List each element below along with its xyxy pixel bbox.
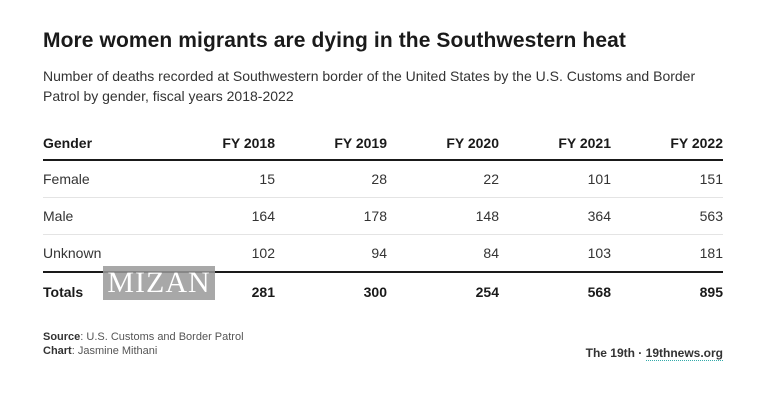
total-value: 300 xyxy=(363,284,387,300)
table-row-unknown: Unknown 102 94 84 103 181 xyxy=(43,234,723,273)
chart-credit-label: Chart xyxy=(43,345,72,357)
column-header-fy2019: FY 2019 xyxy=(275,126,387,161)
watermark-logo: MIZAN xyxy=(103,266,215,300)
chart-subtitle: Number of deaths recorded at Southwester… xyxy=(43,68,696,104)
cell-value: 178 xyxy=(275,197,387,235)
source-label: Source xyxy=(43,331,81,343)
source-text: : U.S. Customs and Border Patrol xyxy=(80,331,244,343)
footer-brand: The 19th · 19thnews.org xyxy=(585,346,723,361)
data-table: Gender FY 2018 FY 2019 FY 2020 FY 2021 F… xyxy=(43,126,723,311)
footer-credits: Source: U.S. Customs and Border Patrol C… xyxy=(43,330,244,358)
cell-value: 148 xyxy=(387,197,499,235)
total-value: 568 xyxy=(587,284,611,300)
cell-value: 22 xyxy=(387,160,499,198)
row-label: Male xyxy=(43,197,163,235)
column-header-fy2020: FY 2020 xyxy=(387,126,499,161)
cell-value: 84 xyxy=(387,234,499,273)
source-line: Source: U.S. Customs and Border Patrol xyxy=(43,330,244,344)
cell-value: 15 xyxy=(163,160,275,198)
totals-label: Totals xyxy=(43,284,84,300)
cell-value: 364 xyxy=(499,197,611,235)
column-header-fy2018: FY 2018 xyxy=(163,126,275,161)
column-header-fy2022: FY 2022 xyxy=(611,126,723,161)
total-value: 281 xyxy=(251,284,275,300)
total-value: 895 xyxy=(699,284,723,300)
header-row: Gender FY 2018 FY 2019 FY 2020 FY 2021 F… xyxy=(43,126,723,161)
column-header-gender: Gender xyxy=(43,126,163,161)
table-row-male: Male 164 178 148 364 563 xyxy=(43,197,723,235)
total-value: 254 xyxy=(475,284,499,300)
chart-title: More women migrants are dying in the Sou… xyxy=(43,29,626,52)
cell-value: 164 xyxy=(163,197,275,235)
chart-credit-text: : Jasmine Mithani xyxy=(71,345,158,357)
row-label: Female xyxy=(43,160,163,198)
site-link[interactable]: 19thnews.org xyxy=(645,346,723,361)
cell-value: 181 xyxy=(611,234,723,273)
cell-value: 103 xyxy=(499,234,611,273)
table-row-totals: Totals 281 300 254 568 895 xyxy=(43,272,723,311)
brand-name: The 19th xyxy=(585,346,635,360)
column-header-fy2021: FY 2021 xyxy=(499,126,611,161)
brand-separator: · xyxy=(638,346,643,360)
cell-value: 563 xyxy=(611,197,723,235)
table-row-female: Female 15 28 22 101 151 xyxy=(43,160,723,198)
cell-value: 151 xyxy=(611,160,723,198)
cell-value: 101 xyxy=(499,160,611,198)
chart-credit-line: Chart: Jasmine Mithani xyxy=(43,344,244,358)
cell-value: 94 xyxy=(275,234,387,273)
cell-value: 28 xyxy=(275,160,387,198)
